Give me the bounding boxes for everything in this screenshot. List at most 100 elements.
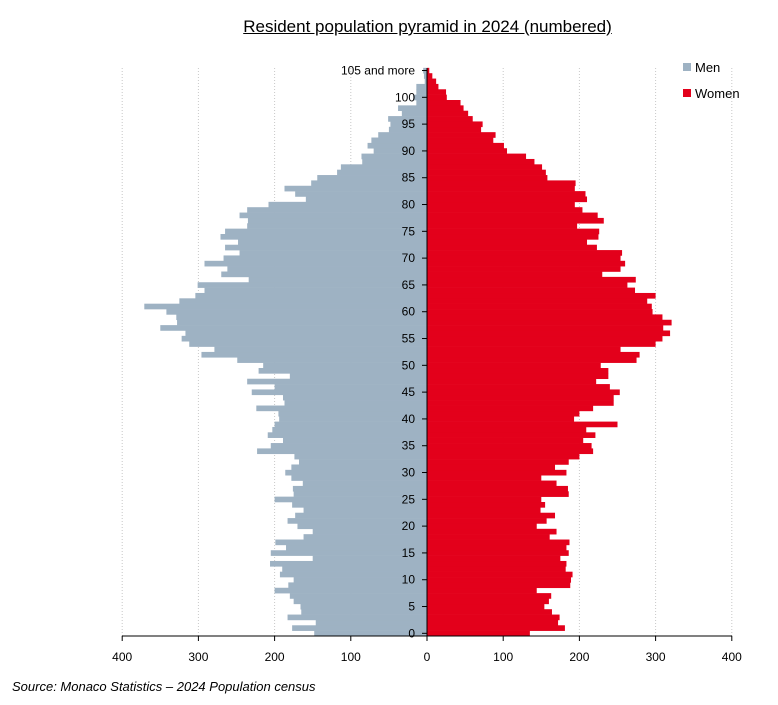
bar-men bbox=[278, 410, 427, 417]
bar-women bbox=[427, 314, 663, 321]
bar-women bbox=[427, 587, 537, 594]
bar-men bbox=[256, 405, 427, 412]
bar-women bbox=[427, 212, 598, 219]
bar-men bbox=[274, 587, 427, 594]
bar-women bbox=[427, 217, 604, 224]
bar-women bbox=[427, 346, 621, 353]
bar-men bbox=[270, 550, 427, 556]
bar-women bbox=[427, 110, 469, 117]
bar-women bbox=[427, 598, 549, 605]
bar-women bbox=[427, 126, 482, 133]
bar-men bbox=[288, 582, 427, 589]
bar-women bbox=[427, 255, 621, 262]
bar-men bbox=[197, 282, 427, 288]
bar-women bbox=[427, 239, 588, 246]
bar-men bbox=[416, 89, 427, 95]
bar-women bbox=[427, 571, 573, 578]
bar-men bbox=[312, 555, 427, 562]
bar-men bbox=[361, 153, 427, 160]
bar-men bbox=[204, 287, 427, 294]
bar-women bbox=[427, 368, 609, 374]
bar-women bbox=[427, 400, 614, 406]
bar-men bbox=[378, 132, 427, 138]
y-tick-label: 15 bbox=[402, 546, 416, 560]
bar-women bbox=[427, 502, 546, 508]
bar-men bbox=[337, 169, 427, 176]
bar-women bbox=[427, 234, 599, 240]
bar-men bbox=[274, 384, 427, 390]
y-tick-label: 45 bbox=[402, 385, 416, 399]
bar-men bbox=[238, 239, 427, 246]
bar-women bbox=[427, 491, 569, 497]
y-tick-label: 55 bbox=[402, 332, 416, 346]
bar-women bbox=[427, 480, 557, 487]
bar-women bbox=[427, 132, 496, 138]
bar-women bbox=[427, 362, 601, 369]
bar-men bbox=[301, 609, 427, 615]
bar-men bbox=[298, 459, 427, 465]
bar-men bbox=[416, 100, 427, 106]
bar-men bbox=[160, 325, 428, 331]
bar-women bbox=[427, 555, 561, 562]
bar-women bbox=[427, 325, 664, 331]
bar-men bbox=[367, 142, 427, 149]
bar-men bbox=[251, 389, 427, 396]
bar-men bbox=[305, 196, 427, 203]
bar-men bbox=[289, 593, 427, 599]
bar-men bbox=[263, 362, 427, 369]
bar-women bbox=[427, 169, 546, 176]
bar-women bbox=[427, 201, 575, 208]
bar-men bbox=[272, 426, 427, 433]
bar-men bbox=[257, 448, 427, 455]
bar-women bbox=[427, 158, 535, 165]
bar-men bbox=[293, 598, 427, 605]
bar-women bbox=[427, 309, 653, 315]
y-tick-label: 80 bbox=[402, 198, 416, 212]
bar-men bbox=[302, 480, 427, 487]
bar-men bbox=[373, 148, 427, 154]
bar-women bbox=[427, 528, 557, 535]
bar-men bbox=[247, 207, 427, 213]
bar-women bbox=[427, 191, 586, 197]
bar-women bbox=[427, 394, 614, 401]
bar-women bbox=[427, 282, 628, 288]
x-tick-label: 400 bbox=[112, 650, 132, 664]
bar-women bbox=[427, 266, 621, 272]
bar-men bbox=[315, 619, 427, 626]
bar-women bbox=[427, 121, 483, 128]
bar-women bbox=[427, 260, 626, 267]
bar-women bbox=[427, 448, 594, 455]
bar-men bbox=[362, 158, 427, 165]
bar-women bbox=[427, 67, 430, 74]
bar-men bbox=[285, 469, 427, 476]
bar-men bbox=[416, 83, 427, 90]
bar-men bbox=[181, 335, 427, 342]
bar-men bbox=[247, 378, 427, 385]
bar-men bbox=[270, 443, 427, 449]
bar-women bbox=[427, 539, 570, 546]
bar-men bbox=[300, 603, 427, 610]
bar-men bbox=[423, 73, 427, 79]
y-tick-label: 105 and more bbox=[341, 64, 415, 78]
bar-men bbox=[398, 105, 427, 112]
bar-women bbox=[427, 271, 603, 278]
bar-women bbox=[427, 560, 567, 567]
bar-women bbox=[427, 164, 543, 170]
x-tick-label: 100 bbox=[341, 650, 361, 664]
y-tick-label: 25 bbox=[402, 492, 416, 506]
bar-women bbox=[427, 175, 548, 181]
bar-men bbox=[371, 137, 427, 144]
bar-men bbox=[237, 357, 427, 363]
bar-women bbox=[427, 426, 587, 433]
bar-women bbox=[427, 389, 620, 396]
legend-label: Men bbox=[695, 60, 720, 75]
bar-women bbox=[427, 94, 447, 101]
bar-men bbox=[303, 534, 427, 540]
bar-men bbox=[248, 276, 427, 283]
bar-men bbox=[311, 180, 427, 187]
bar-men bbox=[247, 223, 427, 229]
bar-women bbox=[427, 330, 671, 337]
y-tick-label: 85 bbox=[402, 171, 416, 185]
bar-men bbox=[312, 528, 427, 535]
bar-women bbox=[427, 335, 663, 342]
